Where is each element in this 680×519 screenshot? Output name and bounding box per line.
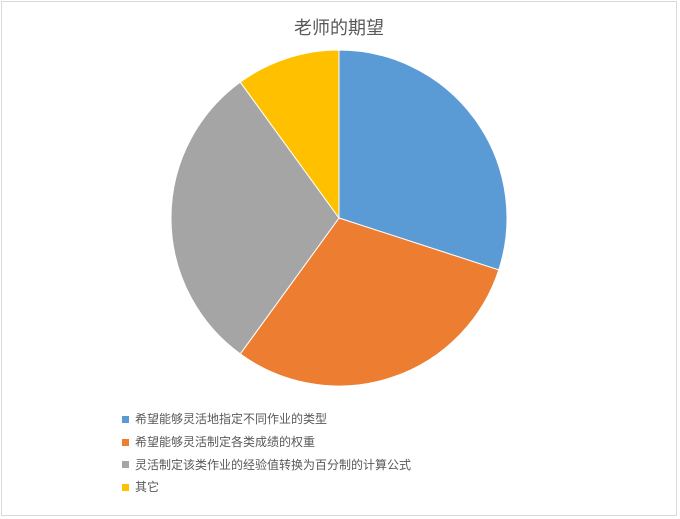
legend-label: 希望能够灵活制定各类成绩的权重 [135,431,315,454]
pie-chart [171,50,507,386]
pie-svg [171,50,507,386]
legend-item: 希望能够灵活制定各类成绩的权重 [122,431,636,454]
legend-marker-icon [122,461,129,468]
legend-item: 灵活制定该类作业的经验值转换为百分制的计算公式 [122,454,636,477]
legend-marker-icon [122,439,129,446]
legend-label: 灵活制定该类作业的经验值转换为百分制的计算公式 [135,454,411,477]
legend-label: 希望能够灵活地指定不同作业的类型 [135,408,327,431]
chart-title: 老师的期望 [2,14,676,40]
legend: 希望能够灵活地指定不同作业的类型 希望能够灵活制定各类成绩的权重 灵活制定该类作… [122,408,636,499]
legend-marker-icon [122,484,129,491]
legend-item: 希望能够灵活地指定不同作业的类型 [122,408,636,431]
legend-item: 其它 [122,476,636,499]
legend-marker-icon [122,416,129,423]
legend-label: 其它 [135,476,159,499]
chart-frame: 老师的期望 希望能够灵活地指定不同作业的类型 希望能够灵活制定各类成绩的权重 灵… [1,1,677,516]
